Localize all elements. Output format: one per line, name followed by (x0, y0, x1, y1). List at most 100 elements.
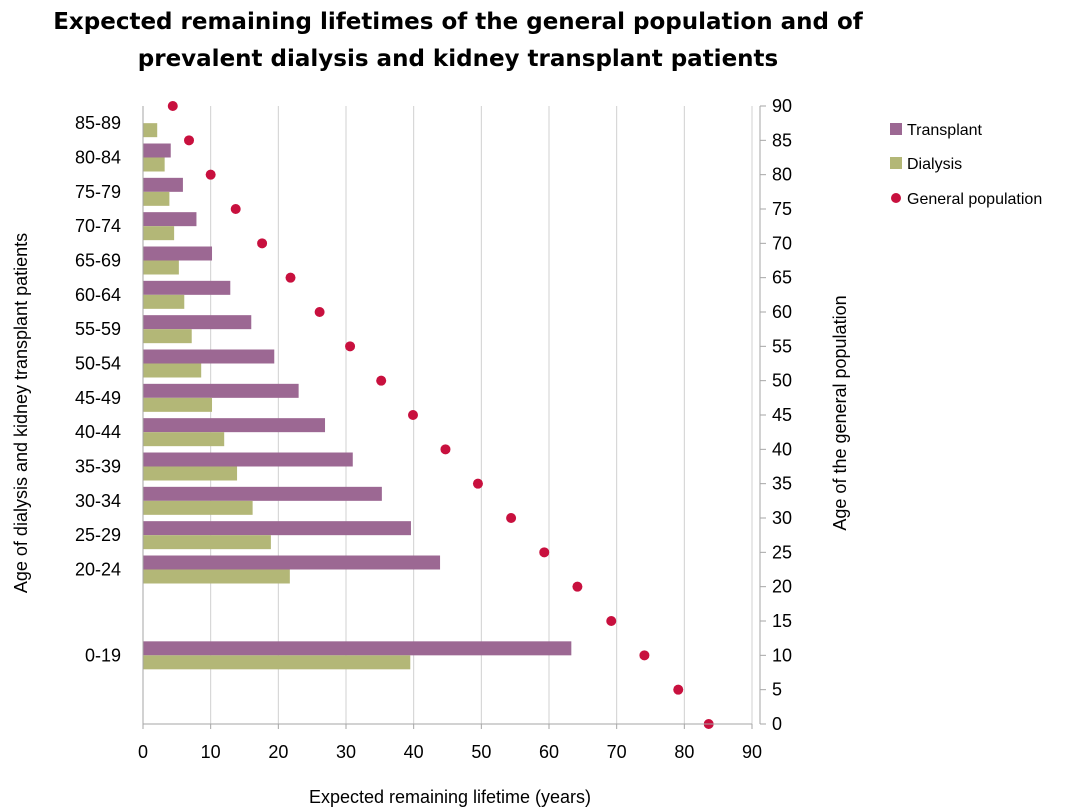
y-right-tick-label-80: 80 (772, 165, 792, 185)
x-tick-label-10: 10 (201, 742, 221, 762)
bar-transplant-60-64 (143, 280, 231, 295)
point-general-population-age-85 (184, 135, 195, 146)
bar-dialysis-50-54 (143, 363, 202, 378)
y-left-tick-label-70-74: 70-74 (75, 216, 121, 236)
bar-dialysis-20-24 (143, 569, 290, 584)
bar-dialysis-30-34 (143, 500, 253, 515)
y-right-tick-label-20: 20 (772, 577, 792, 597)
point-general-population-age-30 (506, 513, 517, 523)
y-right-axis-title: Age of the general population (830, 295, 850, 530)
bar-transplant-50-54 (143, 349, 275, 364)
bar-transplant-0-19 (143, 641, 572, 656)
general-population-points (167, 101, 714, 729)
y-left-tick-label-55-59: 55-59 (75, 319, 121, 339)
point-general-population-age-45 (407, 410, 418, 420)
y-left-tick-label-75-79: 75-79 (75, 182, 121, 202)
point-general-population-age-15 (606, 616, 617, 626)
y-right-tick-label-40: 40 (772, 439, 792, 459)
y-left-axis-title: Age of dialysis and kidney transplant pa… (11, 233, 31, 593)
bar-dialysis-80-84 (143, 157, 165, 172)
chart-title-line2: prevalent dialysis and kidney transplant… (138, 46, 778, 72)
point-general-population-age-40 (440, 444, 451, 455)
y-left-tick-label-35-39: 35-39 (75, 457, 121, 477)
y-right-tick-label-5: 5 (772, 680, 782, 700)
x-tick-labels: 0 10 20 30 40 50 60 70 80 90 (138, 742, 762, 762)
bar-dialysis-70-74 (143, 226, 175, 241)
bar-dialysis-75-79 (143, 191, 170, 206)
point-general-population-age-5 (673, 684, 684, 695)
y-right-tick-label-10: 10 (772, 645, 792, 665)
point-general-population-age-25 (539, 547, 550, 558)
point-general-population-age-55 (345, 341, 356, 352)
bar-transplant-40-44 (143, 418, 326, 433)
bar-transplant-30-34 (143, 486, 382, 501)
y-right-tick-label-70: 70 (772, 233, 792, 253)
point-general-population-age-70 (257, 238, 268, 249)
x-axis-title: Expected remaining lifetime (years) (309, 787, 591, 807)
bar-dialysis-40-44 (143, 432, 225, 447)
bar-dialysis-0-19 (143, 655, 411, 670)
legend-swatch-transplant (890, 123, 902, 135)
point-general-population-age-90 (167, 101, 178, 111)
y-right-tick-label-45: 45 (772, 405, 792, 425)
y-left-tick-label-60-64: 60-64 (75, 285, 121, 305)
y-right-tick-labels: 0 5 10 15 20 25 30 35 40 45 50 55 60 65 70 75 80 85 90 (772, 96, 792, 734)
bar-transplant-25-29 (143, 521, 411, 536)
y-right-tick-label-50: 50 (772, 371, 792, 391)
bar-dialysis-60-64 (143, 294, 185, 309)
x-tick-label-0: 0 (138, 742, 148, 762)
y-left-tick-label-85-89: 85-89 (75, 113, 121, 133)
y-left-tick-label-80-84: 80-84 (75, 148, 121, 168)
point-general-population-age-20 (572, 581, 583, 592)
bar-dialysis-25-29 (143, 535, 271, 550)
bar-transplant-70-74 (143, 212, 197, 227)
y-right-tick-label-90: 90 (772, 96, 792, 116)
legend-label-general-population: General population (907, 191, 1042, 208)
bar-dialysis-85-89 (143, 123, 158, 138)
point-general-population-age-35 (472, 478, 483, 489)
x-tick-label-50: 50 (471, 742, 491, 762)
bar-transplant-75-79 (143, 177, 183, 192)
y-right-tick-label-55: 55 (772, 336, 792, 356)
bar-dialysis-45-49 (143, 397, 213, 412)
bar-dialysis-55-59 (143, 329, 192, 344)
legend-swatch-dialysis (890, 157, 902, 169)
bar-transplant-65-69 (143, 246, 213, 261)
bar-transplant-45-49 (143, 383, 299, 398)
bar-transplant-55-59 (143, 315, 252, 330)
y-left-tick-label-25-29: 25-29 (75, 525, 121, 545)
gridlines (210, 106, 753, 724)
y-right-tick-label-85: 85 (772, 130, 792, 150)
y-right-tick-label-0: 0 (772, 714, 782, 734)
y-right-tick-label-65: 65 (772, 268, 792, 288)
y-left-tick-label-20-24: 20-24 (75, 560, 121, 580)
y-left-tick-label-65-69: 65-69 (75, 251, 121, 271)
y-right-tick-label-75: 75 (772, 199, 792, 219)
bars (143, 123, 572, 670)
y-left-tick-label-40-44: 40-44 (75, 422, 121, 442)
y-right-tick-label-15: 15 (772, 611, 792, 631)
chart-title-line1: Expected remaining lifetimes of the gene… (53, 9, 864, 35)
axes (142, 105, 766, 729)
y-right-tick-label-35: 35 (772, 474, 792, 494)
x-tick-label-30: 30 (336, 742, 356, 762)
bar-transplant-35-39 (143, 452, 353, 467)
y-left-tick-label-45-49: 45-49 (75, 388, 121, 408)
y-right-tick-label-30: 30 (772, 508, 792, 528)
y-left-tick-labels: 0-19 20-24 25-29 30-34 35-39 40-44 45-49 50-54 5… (75, 113, 121, 665)
legend-marker-general-population (891, 193, 901, 203)
point-general-population-age-80 (205, 169, 216, 180)
bar-dialysis-35-39 (143, 466, 238, 481)
y-left-tick-label-50-54: 50-54 (75, 354, 121, 374)
bar-dialysis-65-69 (143, 260, 179, 275)
y-right-tick-label-25: 25 (772, 542, 792, 562)
y-left-tick-label-0-19: 0-19 (85, 645, 121, 665)
legend-label-dialysis: Dialysis (907, 156, 962, 173)
y-left-tick-label-30-34: 30-34 (75, 491, 121, 511)
point-general-population-age-75 (230, 204, 241, 214)
point-general-population-age-60 (314, 307, 325, 317)
x-tick-label-90: 90 (742, 742, 762, 762)
x-tick-label-80: 80 (674, 742, 694, 762)
x-tick-label-40: 40 (404, 742, 424, 762)
